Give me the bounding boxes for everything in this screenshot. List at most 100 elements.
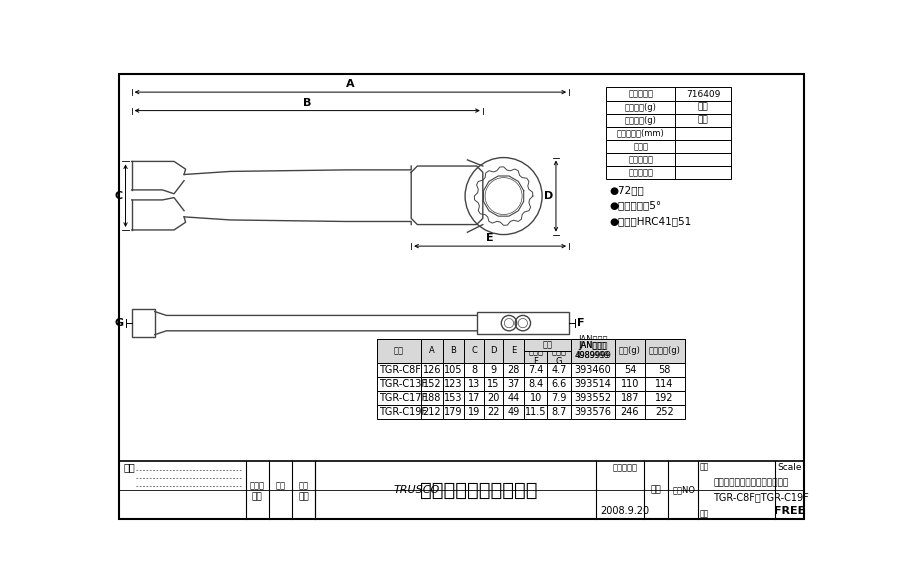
Bar (464, 339, 483, 351)
Bar (571, 405, 616, 419)
Text: TRUSCO: TRUSCO (394, 485, 440, 495)
Bar (443, 377, 464, 391)
Text: D: D (544, 191, 553, 201)
Text: 全葉: 全葉 (651, 486, 661, 495)
Bar (503, 351, 525, 363)
Bar (616, 351, 644, 363)
Text: 393514: 393514 (574, 379, 611, 389)
Bar (464, 377, 483, 391)
Bar (616, 339, 644, 351)
Text: 8.7: 8.7 (552, 407, 567, 417)
Text: TGR-C17F: TGR-C17F (379, 393, 427, 403)
Text: 110: 110 (621, 379, 639, 389)
Text: 備考: 備考 (123, 463, 135, 473)
Bar (503, 339, 525, 363)
Text: TGR-C19F: TGR-C19F (379, 407, 427, 417)
Bar (443, 339, 464, 351)
Bar (571, 391, 616, 405)
Bar (443, 351, 464, 363)
Text: 梱包重量(g): 梱包重量(g) (649, 340, 680, 349)
Text: B: B (451, 340, 456, 349)
Text: ●72ギヤ: ●72ギヤ (610, 185, 644, 195)
Text: 123: 123 (445, 379, 463, 389)
Bar (483, 377, 503, 391)
Text: 114: 114 (655, 379, 674, 389)
Text: 梱包重量(g): 梱包重量(g) (625, 116, 657, 125)
Bar (606, 140, 731, 153)
Bar (119, 461, 804, 519)
Bar (421, 339, 443, 363)
Text: スパナ
G: スパナ G (552, 348, 566, 366)
Bar (644, 377, 685, 391)
Text: 7.9: 7.9 (552, 393, 567, 403)
Bar (616, 363, 644, 377)
Bar (503, 391, 525, 405)
Text: 自　　重(g): 自 重(g) (625, 103, 657, 112)
Bar (503, 339, 525, 351)
Text: 188: 188 (423, 393, 441, 403)
Bar (443, 405, 464, 419)
Text: C: C (114, 191, 122, 201)
Text: 252: 252 (655, 407, 674, 417)
Bar (376, 377, 421, 391)
Text: TGR-C8F: TGR-C8F (379, 365, 420, 375)
Bar (483, 363, 503, 377)
Text: 716409: 716409 (686, 89, 720, 99)
Text: 品番: 品番 (394, 340, 404, 349)
Bar (547, 351, 571, 363)
Bar (571, 377, 616, 391)
Text: 212: 212 (423, 407, 441, 417)
Text: 153: 153 (445, 393, 463, 403)
Text: FREE: FREE (774, 506, 805, 516)
Text: 品番: 品番 (699, 509, 708, 518)
Text: 126: 126 (423, 365, 441, 375)
Bar (606, 166, 731, 179)
Bar (525, 391, 547, 405)
Text: 393552: 393552 (574, 393, 611, 403)
Text: C: C (471, 340, 477, 349)
Text: 8.4: 8.4 (528, 379, 544, 389)
Text: E: E (511, 340, 517, 349)
Text: 設計: 設計 (299, 481, 309, 490)
Bar (571, 339, 616, 363)
Text: F: F (577, 318, 584, 328)
Text: 6.6: 6.6 (552, 379, 567, 389)
Bar (443, 339, 464, 363)
Text: 179: 179 (445, 407, 463, 417)
Text: 11.5: 11.5 (526, 407, 546, 417)
Text: A: A (346, 79, 355, 89)
Text: 13: 13 (468, 379, 480, 389)
Text: 152: 152 (423, 379, 441, 389)
Text: 承　認: 承 認 (249, 481, 265, 490)
Bar (421, 363, 443, 377)
Text: JANコード
4989999: JANコード 4989999 (576, 342, 610, 360)
Bar (525, 377, 547, 391)
Bar (483, 405, 503, 419)
Text: 7.4: 7.4 (528, 365, 544, 375)
Bar (376, 339, 421, 363)
Text: メガネ
F: メガネ F (528, 348, 544, 366)
Bar (547, 339, 571, 351)
Bar (464, 391, 483, 405)
Text: 4.7: 4.7 (552, 365, 567, 375)
Bar (644, 405, 685, 419)
Bar (131, 309, 155, 337)
Text: 2008.9.20: 2008.9.20 (600, 506, 650, 516)
Bar (606, 101, 731, 113)
Text: A: A (429, 340, 435, 349)
Bar (376, 405, 421, 419)
Text: 受入NO: 受入NO (672, 486, 696, 495)
Text: 37: 37 (508, 379, 520, 389)
Bar (616, 405, 644, 419)
Text: 厚み: 厚み (531, 340, 541, 349)
Bar (376, 351, 421, 363)
Text: 仲川: 仲川 (298, 492, 309, 501)
Text: 梱包重量(g): 梱包重量(g) (649, 346, 680, 355)
Bar (644, 363, 685, 377)
Text: ●送り角度：5°: ●送り角度：5° (610, 201, 662, 211)
Bar (644, 391, 685, 405)
Text: 192: 192 (655, 393, 674, 403)
Text: 10: 10 (530, 393, 542, 403)
Text: 9: 9 (491, 365, 496, 375)
Bar (483, 351, 503, 363)
